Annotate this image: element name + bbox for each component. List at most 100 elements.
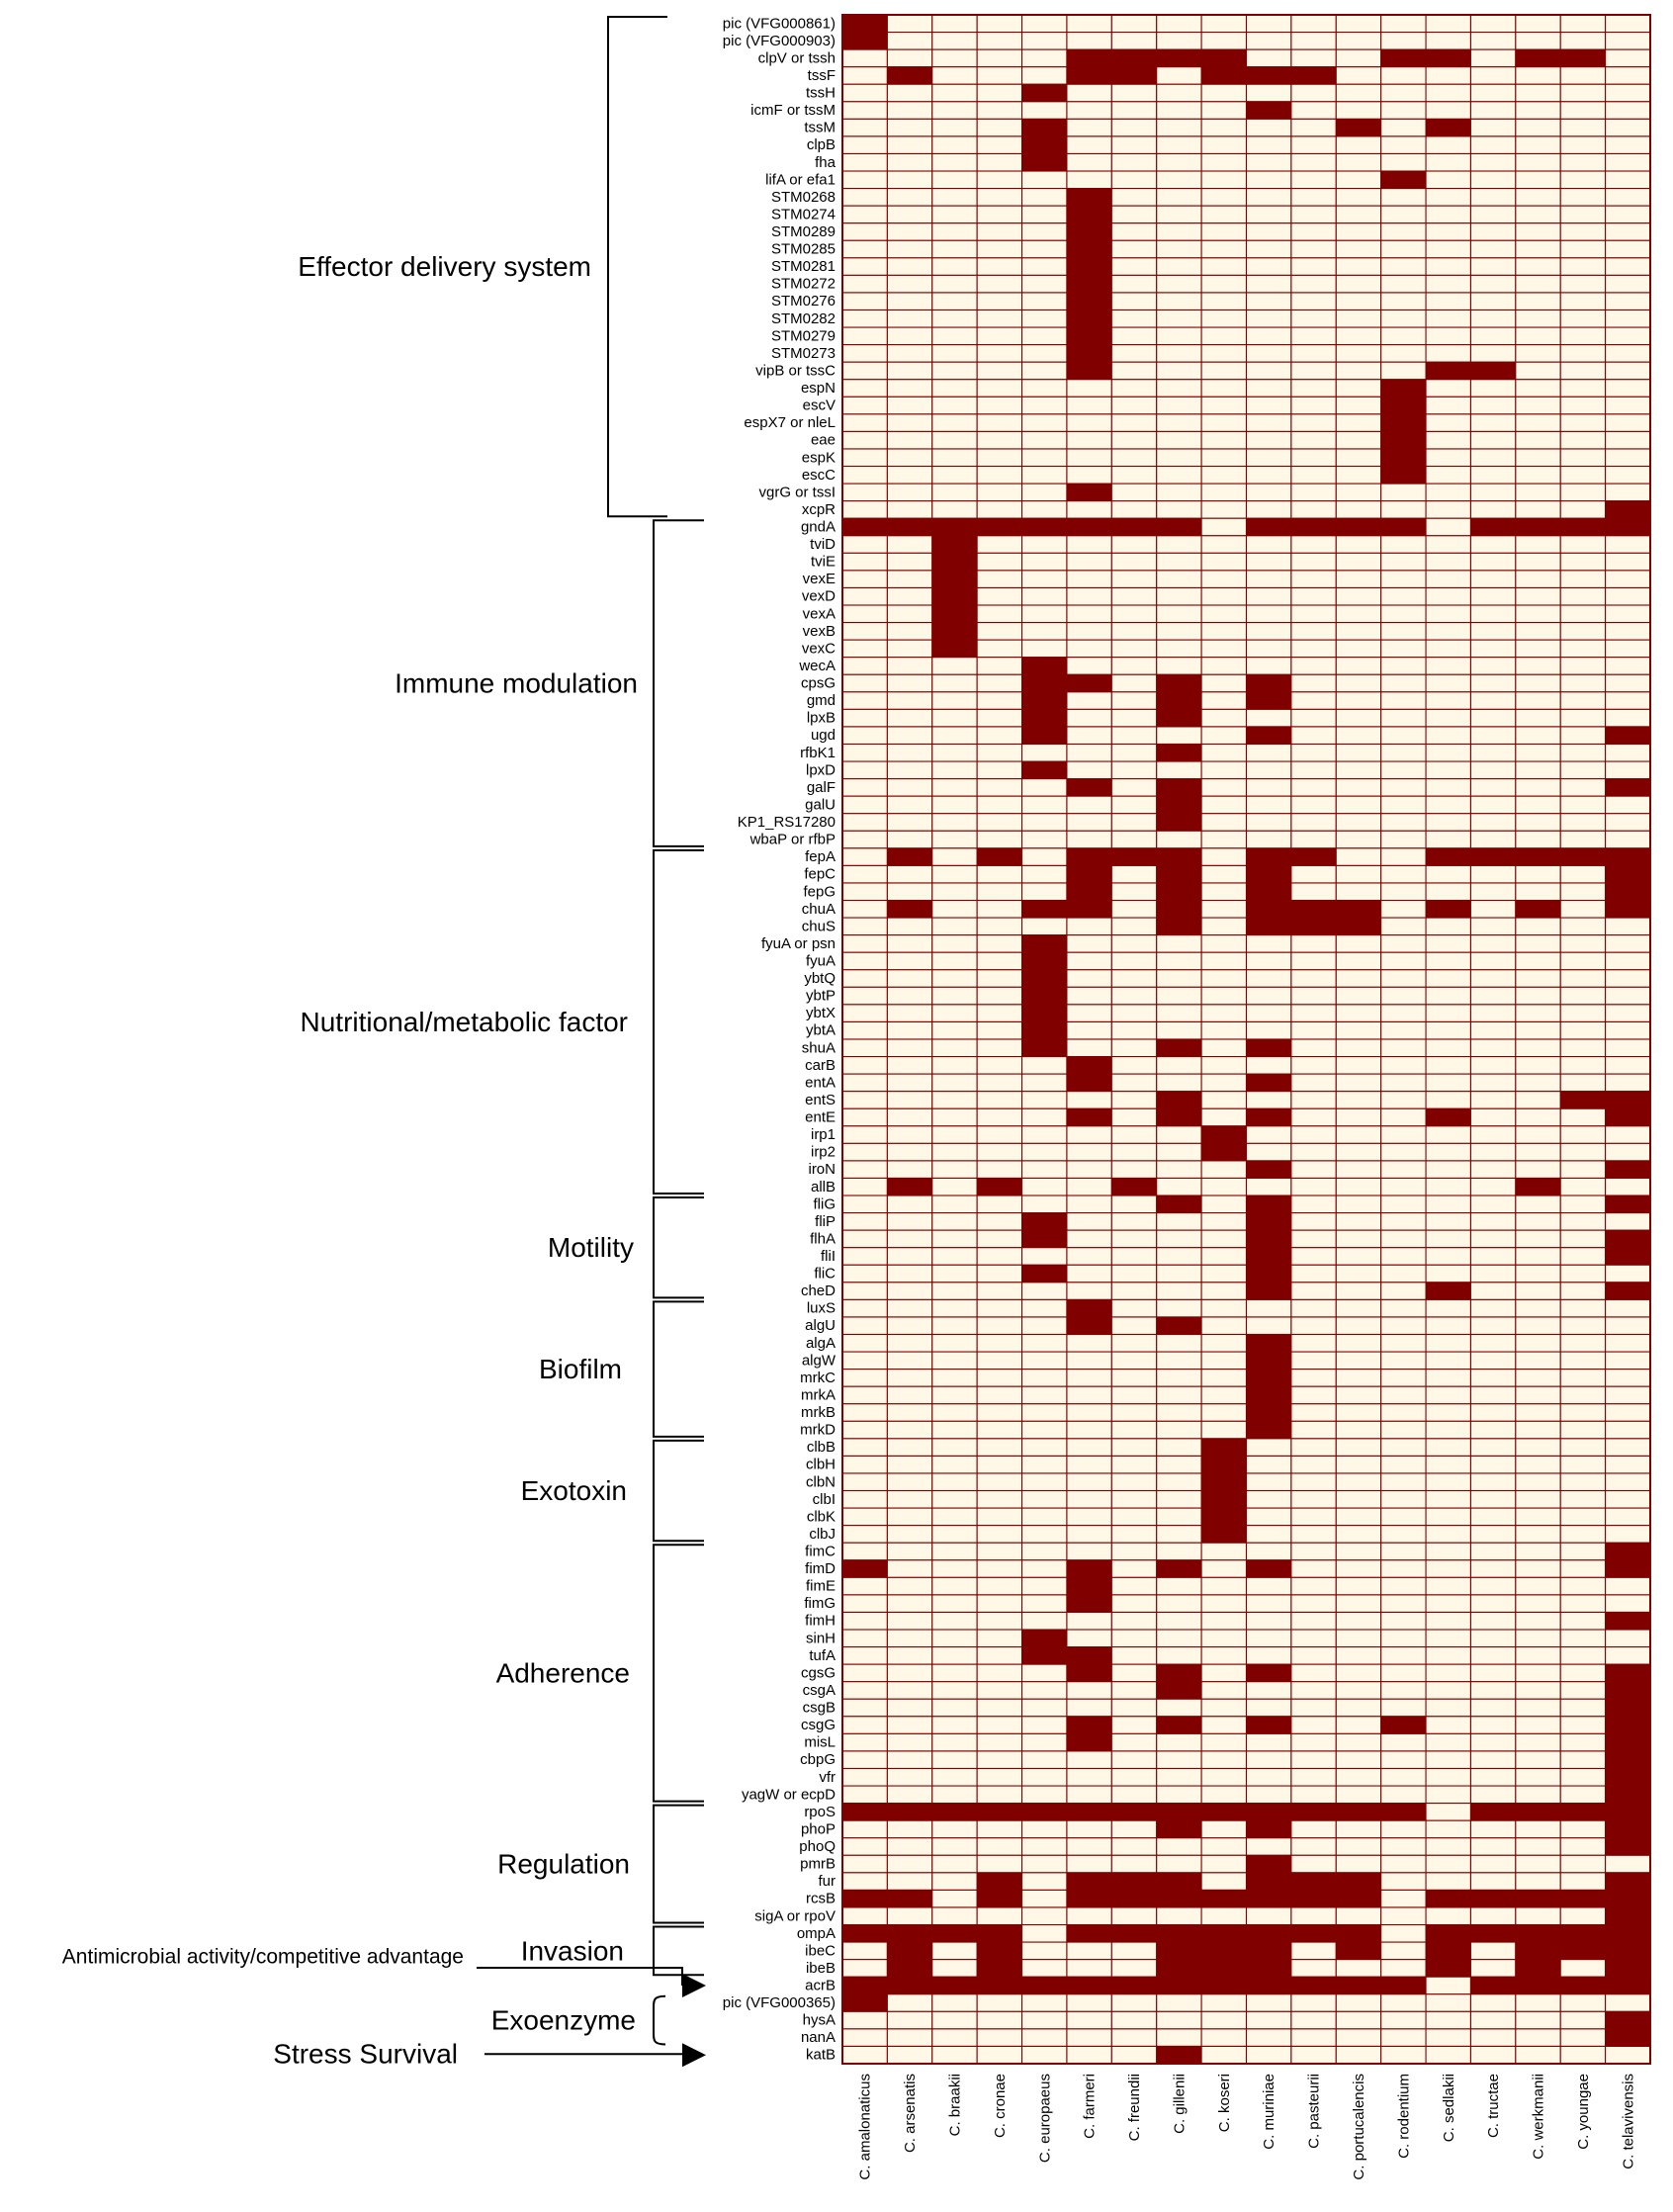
heatmap-cell xyxy=(1066,795,1112,815)
heatmap-cell xyxy=(886,274,933,294)
heatmap-cell xyxy=(841,1403,888,1422)
heatmap-cell xyxy=(1245,778,1292,797)
gene-label: fepG xyxy=(803,883,836,900)
heatmap-cell xyxy=(1605,604,1651,624)
heatmap-cell xyxy=(1469,1247,1517,1266)
heatmap-cell xyxy=(1021,152,1068,172)
heatmap-cell xyxy=(1245,934,1292,953)
heatmap-cell xyxy=(1200,882,1248,902)
heatmap-cell xyxy=(1021,1663,1068,1683)
heatmap-cell xyxy=(1110,1594,1158,1614)
heatmap-cell xyxy=(1200,830,1248,849)
heatmap-cell xyxy=(1021,1298,1068,1318)
heatmap-cell xyxy=(1066,309,1112,328)
heatmap-cell xyxy=(1380,1976,1427,1995)
heatmap-cell xyxy=(1335,465,1382,485)
heatmap-cell xyxy=(1425,622,1472,641)
heatmap-cell xyxy=(841,2028,888,2047)
heatmap-cell xyxy=(1245,813,1292,832)
heatmap-cell xyxy=(931,205,978,224)
heatmap-cell xyxy=(976,951,1023,971)
heatmap-cell xyxy=(886,1976,933,1995)
heatmap-cell xyxy=(931,1489,978,1509)
heatmap-cell xyxy=(1200,1160,1248,1180)
heatmap-cell xyxy=(1245,1091,1292,1109)
heatmap-cell xyxy=(1515,917,1561,936)
heatmap-cell xyxy=(1245,743,1292,762)
heatmap-cell xyxy=(976,986,1023,1006)
heatmap-cell xyxy=(931,813,978,832)
heatmap-cell xyxy=(1515,969,1561,988)
heatmap-cell xyxy=(841,639,888,659)
heatmap-cell xyxy=(1425,274,1472,294)
heatmap-cell xyxy=(1156,32,1202,50)
heatmap-cell xyxy=(1021,1125,1068,1144)
heatmap-cell xyxy=(1469,1872,1517,1891)
heatmap-cell xyxy=(1290,1732,1337,1752)
heatmap-cell xyxy=(1156,586,1202,606)
heatmap-cell xyxy=(1200,1889,1248,1908)
heatmap-cell xyxy=(1290,66,1337,85)
heatmap-cell xyxy=(1290,292,1337,311)
heatmap-cell xyxy=(1425,1351,1472,1371)
heatmap-cell xyxy=(931,830,978,849)
heatmap-cell xyxy=(931,1716,978,1734)
heatmap-cell xyxy=(931,1594,978,1614)
heatmap-cell xyxy=(841,309,888,328)
heatmap-cell xyxy=(1605,170,1651,190)
heatmap-cell xyxy=(976,1160,1023,1180)
heatmap-cell xyxy=(976,673,1023,693)
heatmap-cell xyxy=(841,1663,888,1683)
heatmap-cell xyxy=(886,1455,933,1474)
heatmap-cell xyxy=(1559,222,1607,241)
heatmap-cell xyxy=(1380,639,1427,659)
heatmap-cell xyxy=(1021,1038,1068,1058)
heatmap-cell xyxy=(931,1282,978,1300)
heatmap-cell xyxy=(1245,222,1292,241)
heatmap-cell xyxy=(1066,1004,1112,1022)
heatmap-cell xyxy=(1469,1663,1517,1683)
heatmap-cell xyxy=(931,1959,978,1978)
heatmap-cell xyxy=(1156,1923,1202,1943)
heatmap-cell xyxy=(1156,500,1202,519)
heatmap-cell xyxy=(1425,864,1472,884)
heatmap-cell xyxy=(1605,1594,1651,1614)
heatmap-cell xyxy=(1605,517,1651,537)
heatmap-cell xyxy=(1515,1611,1561,1631)
heatmap-cell xyxy=(931,1785,978,1805)
heatmap-cell xyxy=(1110,1298,1158,1318)
heatmap-cell xyxy=(976,1750,1023,1770)
heatmap-cell xyxy=(1066,726,1112,746)
heatmap-cell xyxy=(1559,257,1607,276)
heatmap-cell xyxy=(1515,552,1561,572)
heatmap-cell xyxy=(1425,448,1472,468)
heatmap-cell xyxy=(1425,1056,1472,1075)
heatmap-cell xyxy=(1469,1020,1517,1040)
heatmap-cell xyxy=(1605,1923,1651,1943)
heatmap-cell xyxy=(1290,1298,1337,1318)
gene-label: pic (VFG000903) xyxy=(723,33,836,49)
heatmap-cell xyxy=(841,673,888,693)
heatmap-cell xyxy=(1515,847,1561,866)
heatmap-cell xyxy=(1335,1663,1382,1683)
heatmap-cell xyxy=(1559,292,1607,311)
heatmap-cell xyxy=(841,813,888,832)
heatmap-cell xyxy=(886,1038,933,1058)
heatmap-cell xyxy=(1605,552,1651,572)
heatmap-cell xyxy=(841,66,888,85)
heatmap-cell xyxy=(886,309,933,328)
heatmap-cell xyxy=(976,448,1023,468)
heatmap-cell xyxy=(1066,152,1112,172)
heatmap-cell xyxy=(1559,1941,1607,1961)
heatmap-cell xyxy=(1380,917,1427,936)
heatmap-cell xyxy=(1290,813,1337,832)
heatmap-cell xyxy=(1469,1993,1517,2012)
heatmap-cell xyxy=(886,1369,933,1387)
heatmap-cell xyxy=(1559,708,1607,728)
heatmap-cell xyxy=(1605,1351,1651,1371)
heatmap-cell xyxy=(1380,1455,1427,1474)
heatmap-cell xyxy=(1290,1316,1337,1336)
gene-label: fliP xyxy=(815,1213,836,1230)
heatmap-cell xyxy=(1290,691,1337,710)
heatmap-cell xyxy=(1515,899,1561,919)
